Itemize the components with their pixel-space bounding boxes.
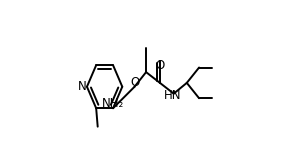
- Text: O: O: [130, 76, 139, 89]
- Text: O: O: [155, 59, 165, 72]
- Text: HN: HN: [164, 89, 182, 102]
- Text: N: N: [77, 80, 86, 93]
- Text: NH₂: NH₂: [102, 97, 124, 110]
